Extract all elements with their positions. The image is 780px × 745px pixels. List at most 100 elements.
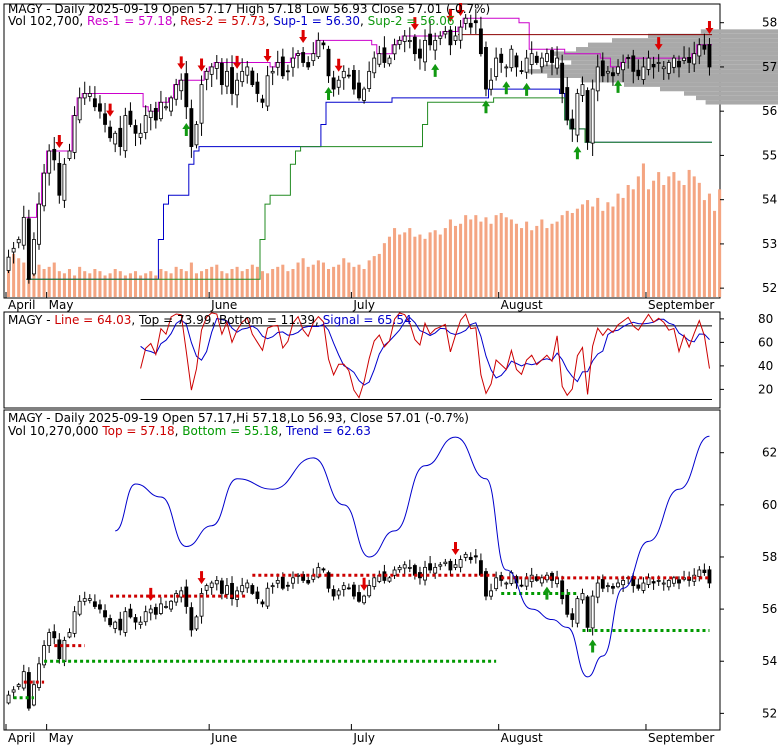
candle-body [392,569,397,576]
candle-body [255,591,260,600]
candle-body [580,593,585,601]
volume-bar [367,260,371,297]
candle-body [72,115,77,153]
candle-body [280,576,285,589]
volume-bar [525,221,529,297]
low-value: Low 56.93 [306,2,368,16]
buy-arrow-icon [522,82,531,96]
volume-bar [7,264,11,297]
volume-profile-bar [588,42,778,48]
candle-body [616,66,620,74]
candle-body [428,563,433,571]
volume-bar [73,275,77,297]
candle-body [423,39,427,63]
candle-body [280,56,285,77]
candle-body [661,582,666,585]
candle-body [21,216,26,246]
x-tick-label: July [352,298,375,312]
trend-header-line2: Vol 10,270,000 Top = 57.18, Bottom = 55.… [8,424,371,438]
trend-high: Hi 57.18 [236,411,287,425]
sell-arrow-icon [456,3,465,17]
volume-bar [550,223,554,297]
candle-body [433,566,438,574]
candle-body [138,621,143,625]
candle-body [697,569,702,577]
volume-bar [713,210,717,297]
volume-profile-bar [552,51,778,56]
candle-body [367,585,372,597]
candle-body [357,592,361,602]
volume-bar [255,266,259,297]
volume-bar [169,273,173,297]
sell-arrow-icon [446,8,455,22]
volume-bar [200,271,204,297]
buy-arrow-icon [431,63,440,77]
y-tick-label: 57 [762,60,777,74]
candle-body [230,582,234,600]
candle-body [550,50,554,63]
volume-bar [652,180,656,297]
candle-body [504,66,509,69]
sell-arrow-icon [233,55,242,69]
candle-body [260,98,265,103]
sell-arrow-icon [451,542,460,556]
candle-body [362,595,367,604]
trend-value: Trend = 62.63 [285,424,371,438]
sell-arrow-icon [654,37,663,51]
candle-body [656,62,661,64]
candle-body [47,150,52,174]
candle-body [143,115,148,134]
candle-body [179,79,184,92]
buy-arrow-icon [502,81,511,95]
x-tick-label: April [8,298,35,312]
candle-body [179,590,184,598]
candle-body [682,57,686,61]
sell-arrow-icon [106,103,115,117]
volume-bar [123,275,127,297]
candle-body [214,62,219,69]
candle-body [489,590,493,597]
candle-body [32,239,36,275]
candle-body [463,17,468,24]
candle-body [473,555,478,558]
x-tick-label: April [8,731,35,745]
trend-low: Lo 56.93 [291,411,343,425]
volume-bar [149,271,153,297]
candle-body [611,72,615,77]
y-tick-label: 40 [758,359,773,373]
y-tick-label: 52 [762,706,777,720]
candle-body [438,564,443,567]
volume-bar [636,176,640,297]
candle-body [545,53,549,62]
candle-body [169,97,173,112]
volume-bar [707,193,711,297]
volume-bar [215,264,219,297]
candle-body [62,163,67,201]
volume-bar [230,269,234,297]
candle-body [636,584,641,589]
volume-bar [372,256,376,297]
candle-body [621,580,626,586]
candle-body [397,39,402,45]
volume-bar [453,225,458,297]
x-tick-label: June [210,731,237,745]
candle-body [291,577,295,584]
volume-bar [514,223,518,297]
candle-body [143,611,148,623]
candle-body [331,589,336,597]
candle-body [21,671,26,689]
candle-body [285,70,290,73]
trend-close: Close 57.01 (-0.7%) [350,411,469,425]
candle-body [98,103,102,112]
candle-body [265,75,270,107]
candle-body [641,66,646,80]
x-tick-label: August [501,731,543,745]
candle-body [184,73,189,108]
candle-body [529,53,534,65]
volume-profile-bar [612,38,778,43]
candle-body [402,564,407,569]
candle-body [595,66,600,92]
price-panel-frame [3,3,721,299]
candle-body [204,585,209,591]
